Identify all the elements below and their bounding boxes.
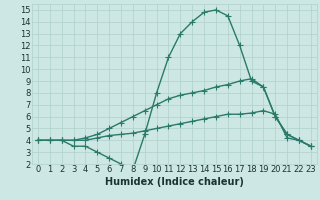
X-axis label: Humidex (Indice chaleur): Humidex (Indice chaleur) (105, 177, 244, 187)
